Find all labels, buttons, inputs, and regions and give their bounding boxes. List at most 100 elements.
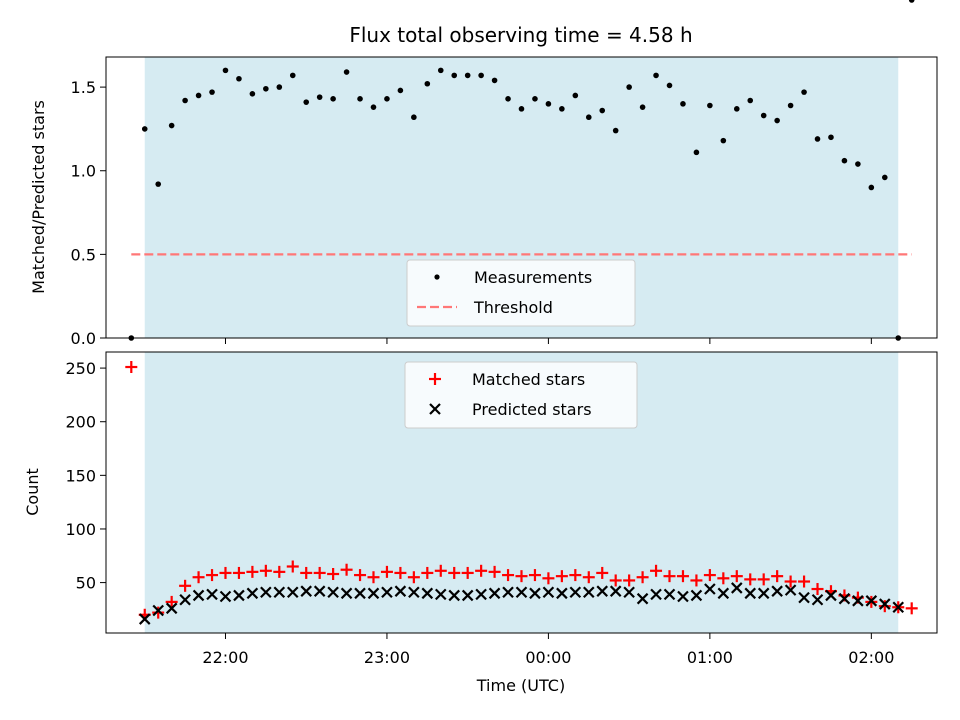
measurement-point — [747, 97, 754, 104]
y-tick-label: 0.0 — [71, 329, 96, 348]
measurement-point — [424, 80, 431, 87]
matched-point — [448, 566, 461, 579]
predicted-point — [515, 586, 528, 599]
measurement-point — [343, 69, 350, 75]
top-y-ticks: 0.0 0.5 1.0 1.5 — [71, 78, 106, 348]
legend-measurements-marker — [434, 274, 440, 280]
measurement-point — [707, 102, 713, 109]
measurement-point — [733, 106, 740, 112]
measurement-point — [209, 89, 215, 95]
matched-point — [582, 571, 595, 584]
matched-point — [179, 579, 192, 592]
y-tick-label: 0.5 — [71, 245, 96, 264]
predicted-point — [246, 587, 259, 600]
predicted-point — [300, 585, 312, 597]
legend-threshold-label: Threshold — [473, 298, 553, 317]
measurement-point — [653, 72, 659, 79]
y-tick-label: 1.5 — [71, 78, 96, 97]
matched-point — [286, 560, 299, 573]
predicted-point — [219, 590, 232, 603]
matched-point — [192, 571, 205, 584]
predicted-point — [340, 587, 353, 600]
legend-measurements-label: Measurements — [474, 268, 592, 287]
predicted-point — [879, 598, 891, 610]
measurement-point — [411, 114, 417, 121]
measurement-point — [666, 82, 673, 89]
measurement-point — [559, 106, 565, 112]
measurement-point — [841, 157, 848, 164]
measurement-point — [451, 72, 458, 79]
measurement-point — [626, 84, 632, 90]
measurement-point — [720, 137, 727, 144]
predicted-point — [623, 586, 635, 599]
chart-title: Flux total observing time = 4.58 h — [349, 23, 692, 47]
matched-point — [542, 572, 555, 585]
measurement-point — [478, 72, 484, 79]
legend-predicted-marker — [429, 403, 441, 415]
bottom-y-axis-label: Count — [23, 468, 42, 516]
measurement-point — [881, 174, 888, 181]
matched-point — [676, 570, 689, 583]
legend-predicted-label: Predicted stars — [472, 400, 592, 419]
predicted-point — [865, 595, 878, 607]
measurement-point — [760, 112, 767, 119]
legend-matched-label: Matched stars — [472, 370, 585, 389]
y-tick-label: 150 — [65, 466, 96, 485]
predicted-point — [663, 588, 676, 601]
predicted-point — [313, 585, 326, 597]
measurement-point — [249, 90, 256, 97]
predicted-point — [609, 585, 622, 597]
matched-point — [488, 565, 501, 578]
y-tick-label: 250 — [65, 359, 96, 378]
matched-point — [434, 564, 447, 577]
predicted-point — [448, 589, 461, 602]
matched-point — [744, 573, 757, 586]
measurement-point — [464, 72, 471, 79]
predicted-point — [273, 586, 286, 599]
measurement-point — [236, 75, 242, 82]
matched-point — [165, 595, 178, 608]
y-tick-label: 50 — [76, 574, 96, 593]
matched-point — [784, 575, 797, 588]
x-tick-label: 00:00 — [525, 648, 571, 667]
predicted-point — [892, 601, 905, 614]
predicted-point — [165, 602, 178, 615]
top-panel: 0.0 0.5 1.0 1.5 Matched/Predicted stars Mea… — [29, 0, 938, 348]
predicted-point — [434, 588, 447, 601]
predicted-point — [529, 587, 541, 600]
predicted-point — [381, 586, 393, 599]
y-tick-label: 100 — [65, 520, 96, 539]
predicted-point — [408, 586, 420, 599]
matched-point — [367, 571, 380, 584]
matched-point — [717, 572, 730, 585]
matched-point — [636, 571, 649, 584]
measurement-point — [680, 101, 686, 107]
matched-point — [528, 569, 541, 582]
predicted-point — [744, 587, 757, 600]
bottom-legend: Matched stars Predicted stars — [404, 361, 638, 429]
measurement-point — [868, 184, 875, 191]
measurement-point — [263, 85, 269, 92]
measurement-point — [384, 96, 390, 102]
measurement-point — [693, 149, 700, 156]
measurement-point — [599, 107, 606, 114]
measurement-point — [141, 126, 148, 132]
measurement-point — [585, 114, 592, 121]
matched-point — [502, 569, 515, 582]
predicted-point — [233, 589, 245, 602]
predicted-point — [138, 613, 151, 625]
measurement-point — [491, 77, 498, 84]
predicted-point — [488, 587, 501, 600]
matched-point — [232, 566, 245, 579]
predicted-point — [757, 587, 770, 600]
measurement-point — [397, 87, 404, 94]
x-tick-label: 02:00 — [848, 648, 894, 667]
measurement-point — [276, 84, 283, 90]
predicted-point — [461, 589, 474, 602]
measurement-point — [855, 161, 861, 167]
predicted-point — [784, 584, 797, 596]
predicted-point — [852, 595, 864, 607]
matched-point — [569, 569, 582, 582]
measurement-point — [303, 99, 310, 105]
